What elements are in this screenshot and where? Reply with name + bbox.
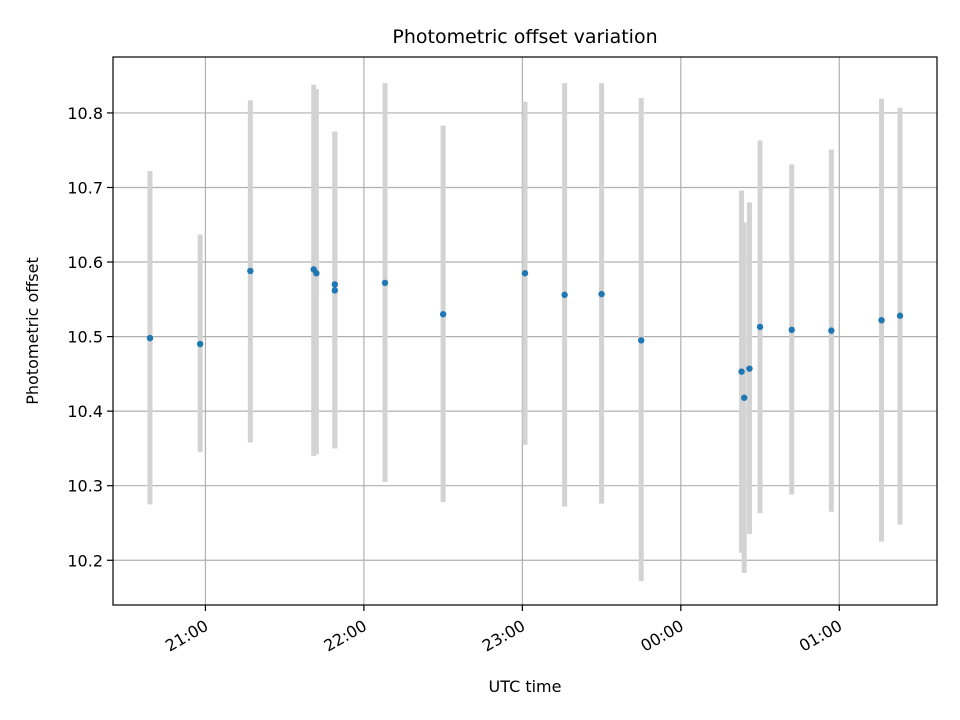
data-point	[598, 290, 605, 298]
y-tick-label: 10.5	[67, 328, 103, 347]
y-axis-ticks: 10.2 10.3 10.4 10.5 10.6 10.7 10.8	[67, 104, 113, 570]
data-point	[638, 337, 645, 344]
y-tick-label: 10.3	[67, 477, 103, 496]
data-point	[741, 394, 748, 401]
data-point	[788, 326, 795, 334]
data-point	[381, 279, 389, 287]
data-point	[146, 334, 154, 342]
data-point	[313, 270, 320, 277]
data-point	[247, 267, 254, 275]
y-tick-label: 10.8	[67, 104, 103, 123]
data-point	[896, 312, 904, 319]
x-axis-label: UTC time	[489, 677, 562, 696]
data-point	[828, 327, 835, 334]
data-point	[331, 287, 339, 294]
data-point	[331, 281, 339, 288]
data-points	[146, 266, 904, 401]
plot-frame	[112, 56, 938, 606]
y-tick-label: 10.4	[67, 402, 103, 421]
chart-title: Photometric offset variation	[392, 26, 657, 48]
y-tick-label: 10.6	[67, 253, 103, 272]
data-point	[878, 316, 885, 324]
data-point	[196, 340, 204, 348]
y-axis-label: Photometric offset	[23, 257, 42, 405]
y-tick-label: 10.2	[67, 551, 103, 570]
data-point	[738, 368, 745, 375]
y-tick-label: 10.7	[67, 178, 103, 197]
data-point	[746, 365, 753, 372]
data-point	[521, 270, 529, 277]
data-point	[439, 311, 447, 318]
data-point	[756, 323, 764, 331]
data-point	[561, 291, 568, 299]
